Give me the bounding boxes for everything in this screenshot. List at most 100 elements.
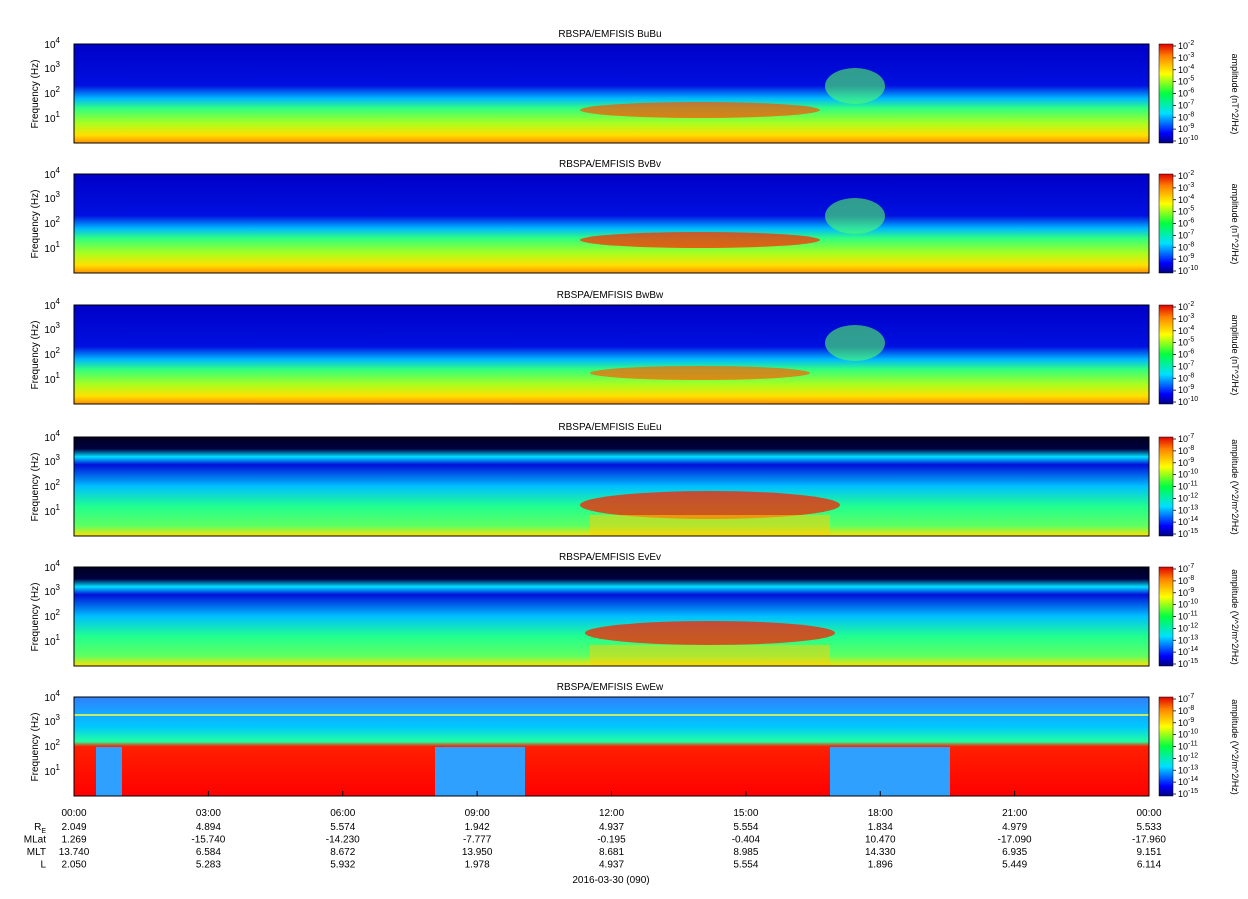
y-ticks: 104 103 102 101 — [44, 559, 60, 648]
colorbar-tick-exp: -15 — [1188, 528, 1198, 535]
panel-title: RBSPA/EMFISIS EuEu — [558, 422, 661, 433]
hiss-blob — [825, 325, 885, 361]
colorbar-tick-exp: -5 — [1188, 206, 1194, 213]
colorbar-tick-base: 10 — [1178, 326, 1188, 336]
ephemeris-value: 8.681 — [599, 847, 624, 858]
ephemeris-value: 5.932 — [330, 860, 355, 871]
colorbar-tick-label: 10-9 — [1178, 717, 1194, 728]
ytick-exp: 4 — [56, 689, 61, 698]
ytick-base: 10 — [44, 301, 56, 312]
ylabel: Frequency (Hz) — [30, 453, 41, 522]
colorbar-tick-label: 10-7 — [1178, 563, 1194, 574]
colorbar-tick-label: 10-12 — [1178, 622, 1198, 633]
ytick-base: 10 — [44, 64, 56, 75]
colorbar-tick-exp: -13 — [1188, 634, 1198, 641]
colorbar-tick-base: 10 — [1178, 350, 1188, 360]
colorbar-tick-base: 10 — [1178, 529, 1188, 539]
panel-title: RBSPA/EMFISIS EwEw — [557, 682, 664, 693]
colorbar-tick-label: 10-5 — [1178, 206, 1194, 217]
colorbar-tick-exp: -9 — [1188, 457, 1194, 464]
colorbar-tick-label: 10-14 — [1178, 516, 1198, 527]
ephemeris-value: 6.935 — [1002, 847, 1027, 858]
ephemeris-value: -0.404 — [732, 835, 761, 846]
spectrogram-image — [74, 697, 1149, 796]
ytick-exp: 2 — [56, 478, 61, 487]
ytick-base: 10 — [44, 742, 56, 753]
colorbar-label: amplitude (V^2/m^2/Hz) — [1230, 569, 1240, 664]
colorbar-tick-base: 10 — [1178, 124, 1188, 134]
colorbar-tick-label: 10-8 — [1178, 111, 1194, 122]
colorbar-tick-exp: -7 — [1188, 229, 1194, 236]
colorbar-tick-exp: -7 — [1188, 360, 1194, 367]
colorbar-tick-base: 10 — [1178, 266, 1188, 276]
colorbar-ticks: 10-710-810-910-1010-1110-1210-1310-1410-… — [1173, 693, 1198, 799]
colorbar-label: amplitude (V^2/m^2/Hz) — [1230, 699, 1240, 794]
colorbar-tick-label: 10-10 — [1178, 599, 1198, 610]
colorbar-tick-label: 10-2 — [1178, 170, 1194, 181]
colorbar-tick-label: 10-8 — [1178, 445, 1194, 456]
colorbar-tick-base: 10 — [1178, 136, 1188, 146]
time-tick-label: 00:00 — [1136, 808, 1161, 819]
ytick-exp: 4 — [56, 429, 61, 438]
colorbar-tick-label: 10-4 — [1178, 325, 1194, 336]
colorbar-tick-exp: -5 — [1188, 76, 1194, 83]
colorbar-tick-base: 10 — [1178, 458, 1188, 468]
ytick-base: 10 — [44, 244, 56, 255]
colorbar-tick-exp: -7 — [1188, 99, 1194, 106]
ytick-exp: 4 — [56, 297, 61, 306]
ephemeris-value: 5.554 — [733, 860, 758, 871]
colorbar-tick-exp: -6 — [1188, 218, 1194, 225]
colorbar-tick-exp: -2 — [1188, 170, 1194, 177]
colorbar-tick-exp: -7 — [1188, 693, 1194, 700]
ytick-base: 10 — [44, 563, 56, 574]
colorbar-tick-label: 10-15 — [1178, 788, 1198, 799]
colorbar-tick-exp: -7 — [1188, 433, 1194, 440]
svg-text:101: 101 — [44, 763, 60, 778]
ylabel: Frequency (Hz) — [30, 321, 41, 390]
colorbar-ticks: 10-710-810-910-1010-1110-1210-1310-1410-… — [1173, 433, 1198, 539]
svg-text:104: 104 — [44, 689, 60, 704]
y-ticks: 104 103 102 101 — [44, 36, 60, 125]
ytick-base: 10 — [44, 89, 56, 100]
colorbar — [1158, 566, 1174, 667]
ytick-exp: 2 — [56, 85, 61, 94]
colorbar-tick-exp: -4 — [1188, 194, 1194, 201]
hiss-blob — [825, 68, 885, 104]
low-freq-band — [590, 515, 830, 535]
ephemeris-value: -14.230 — [326, 835, 360, 846]
colorbar-tick-base: 10 — [1178, 397, 1188, 407]
colorbar-tick-label: 10-2 — [1178, 301, 1194, 312]
ytick-exp: 1 — [56, 371, 61, 380]
colorbar-tick-base: 10 — [1178, 434, 1188, 444]
ephemeris-value: -0.195 — [597, 835, 626, 846]
colorbar-tick-base: 10 — [1178, 730, 1188, 740]
ytick-exp: 2 — [56, 215, 61, 224]
ephemeris-value: -17.960 — [1132, 835, 1166, 846]
ephemeris-value: 14.330 — [865, 847, 896, 858]
panel-6: RBSPA/EMFISIS EwEw Frequency (Hz) 104 10… — [30, 682, 1240, 799]
colorbar-tick-exp: -13 — [1188, 764, 1198, 771]
svg-text:102: 102 — [44, 85, 60, 100]
colorbar-tick-label: 10-11 — [1178, 481, 1198, 492]
ytick-base: 10 — [44, 170, 56, 181]
ytick-exp: 2 — [56, 738, 61, 747]
y-ticks: 104 103 102 101 — [44, 689, 60, 778]
ephemeris-value: 8.672 — [330, 847, 355, 858]
colorbar-label: amplitude (nT^2/Hz) — [1230, 54, 1240, 135]
colorbar-tick-exp: -15 — [1188, 788, 1198, 795]
colorbar-tick-label: 10-8 — [1178, 575, 1194, 586]
svg-text:104: 104 — [44, 166, 60, 181]
time-tick-label: 21:00 — [1002, 808, 1027, 819]
ytick-exp: 4 — [56, 166, 61, 175]
colorbar-tick-label: 10-15 — [1178, 528, 1198, 539]
colorbar-tick-label: 10-9 — [1178, 457, 1194, 468]
colorbar-tick-base: 10 — [1178, 517, 1188, 527]
colorbar-tick-exp: -14 — [1188, 516, 1198, 523]
gap-column — [435, 747, 525, 796]
colorbar-tick-base: 10 — [1178, 564, 1188, 574]
ytick-base: 10 — [44, 637, 56, 648]
ytick-exp: 3 — [56, 453, 61, 462]
colorbar-tick-label: 10-9 — [1178, 587, 1194, 598]
colorbar-tick-exp: -2 — [1188, 40, 1194, 47]
time-tick-label: 12:00 — [599, 808, 624, 819]
